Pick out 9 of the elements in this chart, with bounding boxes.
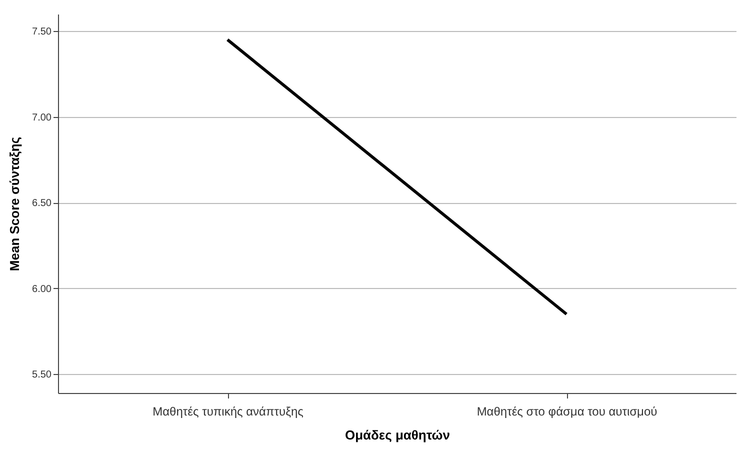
y-tick-label: 5.50 bbox=[32, 370, 52, 381]
x-axis-title: Ομάδες μαθητών bbox=[344, 428, 450, 442]
x-tick-label: Μαθητές τυπικής ανάπτυξης bbox=[152, 404, 304, 418]
y-tick-label: 7.00 bbox=[32, 112, 52, 124]
y-tick-label: 6.00 bbox=[32, 284, 52, 295]
y-axis-title: Mean Score σύνταξης bbox=[7, 136, 22, 272]
x-tick-label: Μαθητές στο φάσμα του αυτισμού bbox=[476, 404, 658, 418]
y-tick-label: 6.50 bbox=[32, 198, 52, 210]
y-tick-label: 7.50 bbox=[32, 26, 52, 38]
